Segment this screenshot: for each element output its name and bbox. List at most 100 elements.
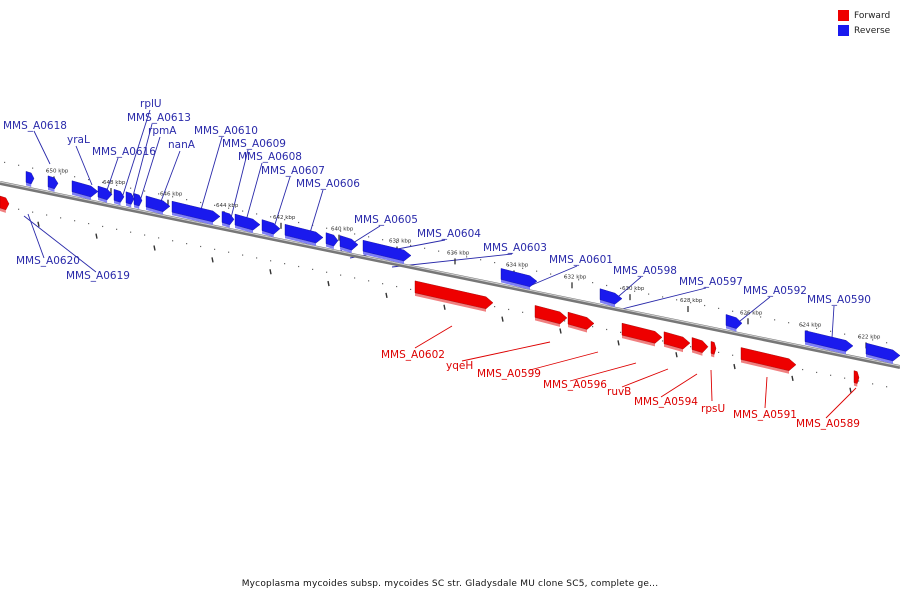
label-MMS_A0613[interactable]: MMS_A0613 [127,112,191,124]
gene-r10[interactable] [234,213,261,234]
gene-r20[interactable] [865,342,900,364]
gene-arrow [113,189,125,203]
track-dot [844,333,846,335]
label-yqeH[interactable]: yqeH [446,360,473,372]
gene-f9[interactable] [853,370,860,387]
gene-arrow [325,232,339,247]
gene-f3[interactable] [567,311,595,333]
gene-shadow [363,251,404,265]
track-dot [88,222,90,225]
label-MMS_A0603[interactable]: MMS_A0603 [483,242,547,254]
gene-shadow [126,202,132,208]
gene-r17[interactable] [599,288,623,308]
label-MMS_A0589[interactable]: MMS_A0589 [796,418,860,430]
gene-r0[interactable] [25,171,35,187]
gene-f1[interactable] [414,280,494,312]
label-MMS_A0599[interactable]: MMS_A0599 [477,368,541,380]
gene-r12[interactable] [284,224,324,247]
label-MMS_A0592[interactable]: MMS_A0592 [743,285,807,297]
track-dash [385,292,388,299]
track-dot [186,243,188,245]
label-MMS_A0609[interactable]: MMS_A0609 [222,138,286,150]
gene-f0[interactable] [0,195,10,213]
track-dot [830,330,832,332]
gene-f5[interactable] [663,331,691,353]
gene-r1[interactable] [47,175,59,192]
label-MMS_A0620[interactable]: MMS_A0620 [16,255,80,267]
label-MMS_A0616[interactable]: MMS_A0616 [92,146,156,158]
label-MMS_A0594[interactable]: MMS_A0594 [634,396,698,408]
track-dot [816,371,818,374]
label-MMS_A0601[interactable]: MMS_A0601 [549,254,613,266]
label-rpsU[interactable]: rpsU [701,403,725,415]
track-dot [228,207,230,209]
label-rplU[interactable]: rplU [140,98,162,110]
tick-label: 622 kbp [858,334,881,340]
track-dash [791,375,794,382]
gene-r6[interactable] [133,193,143,210]
gene-r14[interactable] [339,235,359,254]
track-dot [354,277,356,279]
gene-shadow [415,292,486,312]
label-MMS_A0605[interactable]: MMS_A0605 [354,214,418,226]
label-MMS_A0598[interactable]: MMS_A0598 [613,265,677,277]
label-MMS_A0596[interactable]: MMS_A0596 [543,379,607,391]
label-MMS_A0610[interactable]: MMS_A0610 [194,125,258,137]
gene-f8[interactable] [740,347,797,374]
gene-r19[interactable] [804,330,854,355]
gene-r8[interactable] [171,200,221,225]
track-dash [501,316,504,322]
label-MMS_A0618[interactable]: MMS_A0618 [3,120,67,132]
leader-line [831,305,835,339]
gene-f2[interactable] [534,305,568,327]
track-dot [732,310,734,312]
gene-f7[interactable] [710,341,717,358]
track-dot [760,316,762,318]
label-yraL[interactable]: yraL [67,134,90,146]
track-dot [326,271,328,273]
genome-backbone [0,181,900,369]
label-MMS_A0608[interactable]: MMS_A0608 [238,151,302,163]
tick-label: 642 kbp [273,215,296,221]
track-dot [522,311,524,313]
gene-arrow [145,195,171,212]
label-MMS_A0619[interactable]: MMS_A0619 [66,270,130,282]
gene-r18[interactable] [725,314,743,332]
gene-r5[interactable] [125,191,135,208]
gene-r16[interactable] [500,268,538,290]
gene-r4[interactable] [113,189,125,206]
gene-f4[interactable] [621,322,663,347]
track-dot [396,241,398,244]
gene-r7[interactable] [145,195,171,215]
label-MMS_A0590[interactable]: MMS_A0590 [807,294,871,306]
track-dot [158,193,160,195]
tick-label: 632 kbp [564,274,587,280]
track-dot [242,210,244,212]
label-MMS_A0607[interactable]: MMS_A0607 [261,165,325,177]
label-nanA[interactable]: nanA [168,139,196,151]
gene-r2[interactable] [71,180,99,201]
gene-r11[interactable] [261,219,281,238]
gene-r13[interactable] [325,232,339,250]
track-dot [298,221,300,224]
track-dash [211,257,214,263]
track-dot [774,319,776,321]
track-dot [704,304,706,307]
label-MMS_A0597[interactable]: MMS_A0597 [679,276,743,288]
label-MMS_A0602[interactable]: MMS_A0602 [381,349,445,361]
gene-shadow [854,382,858,387]
gene-f6[interactable] [691,337,709,356]
gene-shadow [114,200,121,206]
label-rpmA[interactable]: rpmA [148,125,177,137]
gene-r15[interactable] [362,239,412,265]
label-MMS_A0604[interactable]: MMS_A0604 [417,228,481,240]
track-dash [675,352,678,358]
label-MMS_A0606[interactable]: MMS_A0606 [296,178,360,190]
label-MMS_A0591[interactable]: MMS_A0591 [733,409,797,421]
track-dot [690,302,692,304]
gene-arrow [621,322,663,344]
leader-line [621,287,707,310]
gene-r9[interactable] [221,211,235,228]
label-ruvB[interactable]: ruvB [607,386,631,398]
gene-r3[interactable] [97,185,113,203]
